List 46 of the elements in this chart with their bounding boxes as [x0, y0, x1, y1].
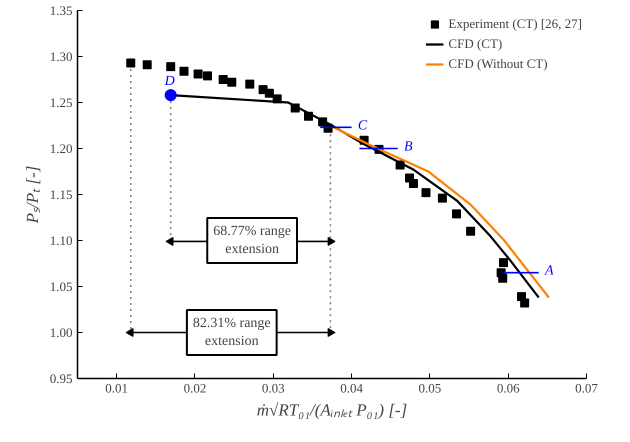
point — [142, 60, 152, 70]
point — [164, 89, 177, 102]
point — [498, 274, 508, 283]
x-tick-label: 0.02 — [184, 380, 206, 396]
x-tick-label: 0.06 — [496, 380, 520, 396]
point — [421, 188, 430, 198]
point — [126, 58, 136, 68]
point — [202, 71, 212, 80]
series-label: B — [404, 140, 414, 154]
y-tick-label: 0.95 — [50, 371, 72, 386]
y-tick-label: 1.35 — [50, 3, 72, 18]
y-tick-label: 1.25 — [50, 95, 72, 110]
x-tick-label: 0.05 — [418, 380, 442, 396]
point — [438, 194, 447, 203]
point — [452, 209, 462, 218]
annotation: 68.77% range extension — [213, 224, 292, 257]
point — [498, 258, 508, 268]
x-axis-title: ṁ√RT₀₁/(Aᵢₙₗₑₜ P₀₁) [-] — [256, 400, 408, 420]
series-label: C — [358, 118, 368, 134]
legend-label: Experiment (CT) [26, 27] — [448, 16, 582, 32]
legend-label: CFD (CT) — [448, 36, 502, 52]
y-tick-label: 1.20 — [50, 141, 72, 156]
point — [166, 62, 176, 72]
point — [245, 80, 254, 89]
y-axis-title: Pₛ/Pₜ [-] — [22, 166, 42, 224]
y-tick-label: 1.10 — [50, 233, 72, 248]
legend-label: CFD (Without CT) — [448, 56, 548, 72]
x-tick-label: 0.07 — [575, 380, 598, 396]
point — [218, 75, 228, 84]
y-tick-label: 1.30 — [50, 49, 72, 64]
point — [194, 69, 203, 78]
x-tick-label: 0.04 — [340, 380, 364, 396]
y-tick-label: 1.05 — [50, 279, 72, 294]
point — [227, 78, 236, 87]
x-tick-label: 0.03 — [262, 380, 285, 396]
y-tick-label: 1.15 — [50, 187, 72, 202]
point — [408, 178, 418, 188]
annotation: 82.31% range extension — [192, 316, 271, 349]
y-tick-label: 1.00 — [50, 325, 72, 340]
point — [466, 226, 476, 236]
point — [520, 298, 530, 308]
point — [180, 66, 188, 76]
series-label: A — [544, 264, 554, 279]
point — [264, 88, 274, 98]
series-label: D — [164, 74, 175, 90]
x-tick-label: 0.01 — [105, 380, 128, 396]
